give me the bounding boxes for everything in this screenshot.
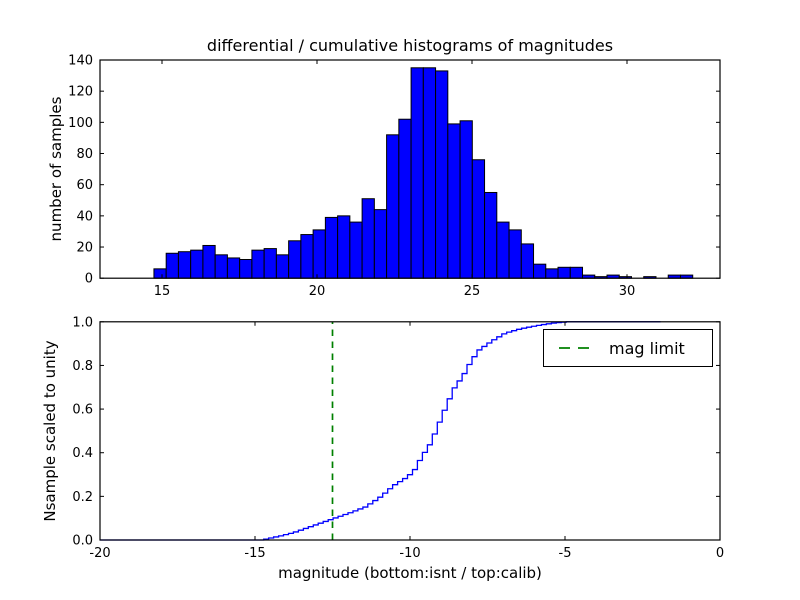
- histogram-bar: [435, 70, 449, 279]
- histogram-bar: [239, 258, 253, 279]
- top-axes-xtick-label: 30: [619, 284, 636, 299]
- bottom-axes-xtick-label: -10: [399, 546, 420, 561]
- histogram-bar: [471, 159, 486, 279]
- bottom-axes-ytick-label: 0.0: [72, 534, 93, 549]
- histogram-bar: [447, 123, 461, 279]
- bottom-axes-ytick-label: 1.0: [72, 315, 93, 330]
- histogram-bar: [569, 266, 584, 279]
- histogram-bar: [508, 229, 522, 279]
- histogram-bar: [263, 248, 277, 279]
- top-axes-frame: [99, 59, 721, 279]
- histogram-bar: [251, 249, 265, 279]
- histogram-bar: [300, 234, 314, 279]
- histogram-bar: [545, 268, 559, 279]
- histogram-bar: [410, 67, 424, 279]
- histogram-bar: [226, 257, 241, 279]
- histogram-bar: [496, 221, 510, 279]
- histogram-bar: [337, 215, 351, 279]
- top-axes-ytick-label: 20: [76, 241, 93, 256]
- bottom-y-axis-label: Nsample scaled to unity: [41, 340, 59, 522]
- legend-label: mag limit: [609, 338, 685, 358]
- histogram-bar: [373, 209, 388, 279]
- bottom-axes-xtick-label: 0: [716, 546, 724, 561]
- histogram-bar: [202, 244, 216, 279]
- bottom-axes-xtick-label: -5: [559, 546, 572, 561]
- histogram-bar: [288, 240, 302, 279]
- bottom-axes-xtick-label: -20: [89, 546, 110, 561]
- chart-title: differential / cumulative histograms of …: [206, 36, 614, 55]
- bottom-axes-ytick-label: 0.4: [72, 446, 93, 461]
- histogram-bar: [533, 263, 547, 279]
- top-axes-ytick-label: 0: [85, 272, 93, 287]
- histogram-bar: [153, 268, 167, 279]
- top-axes-ytick-label: 80: [76, 147, 93, 162]
- bottom-axes-ytick-label: 0.6: [72, 403, 93, 418]
- histogram-bar: [165, 252, 179, 279]
- bottom-axes-frame: [99, 321, 721, 541]
- x-axis-label: magnitude (bottom:isnt / top:calib): [278, 564, 542, 582]
- histogram-bar: [398, 118, 412, 279]
- histogram-bar: [190, 249, 204, 279]
- histogram-bar: [459, 120, 473, 279]
- top-y-axis-label: number of samples: [47, 96, 65, 242]
- top-axes-xtick-label: 20: [309, 284, 326, 299]
- bottom-axes-xtick-label: -15: [244, 546, 265, 561]
- top-axes-ytick-label: 120: [68, 85, 93, 100]
- top-axes-xtick-label: 15: [154, 284, 171, 299]
- top-axes-ytick-label: 100: [68, 116, 93, 131]
- top-axes-ytick-label: 40: [76, 209, 93, 224]
- histogram-bar: [386, 134, 400, 279]
- histogram-bar: [520, 243, 535, 279]
- histogram-bar: [312, 229, 326, 279]
- histogram-bar: [177, 251, 192, 279]
- bottom-axes-ytick-label: 0.2: [72, 490, 93, 505]
- histogram-bar: [422, 67, 437, 279]
- histogram-bar: [324, 216, 339, 279]
- histogram-bar: [557, 266, 571, 279]
- dashed-line-icon: [559, 347, 595, 349]
- legend-box: mag limit: [543, 329, 713, 367]
- histogram-bar: [349, 221, 363, 279]
- histogram-bar: [484, 191, 498, 279]
- top-axes-xtick-label: 25: [464, 284, 481, 299]
- histogram-bar: [361, 198, 375, 279]
- top-axes-ytick-label: 140: [68, 54, 93, 69]
- histogram-bar: [275, 254, 290, 279]
- histogram-bar: [214, 254, 228, 279]
- top-axes-ytick-label: 60: [76, 178, 93, 193]
- bottom-axes-ytick-label: 0.8: [72, 359, 93, 374]
